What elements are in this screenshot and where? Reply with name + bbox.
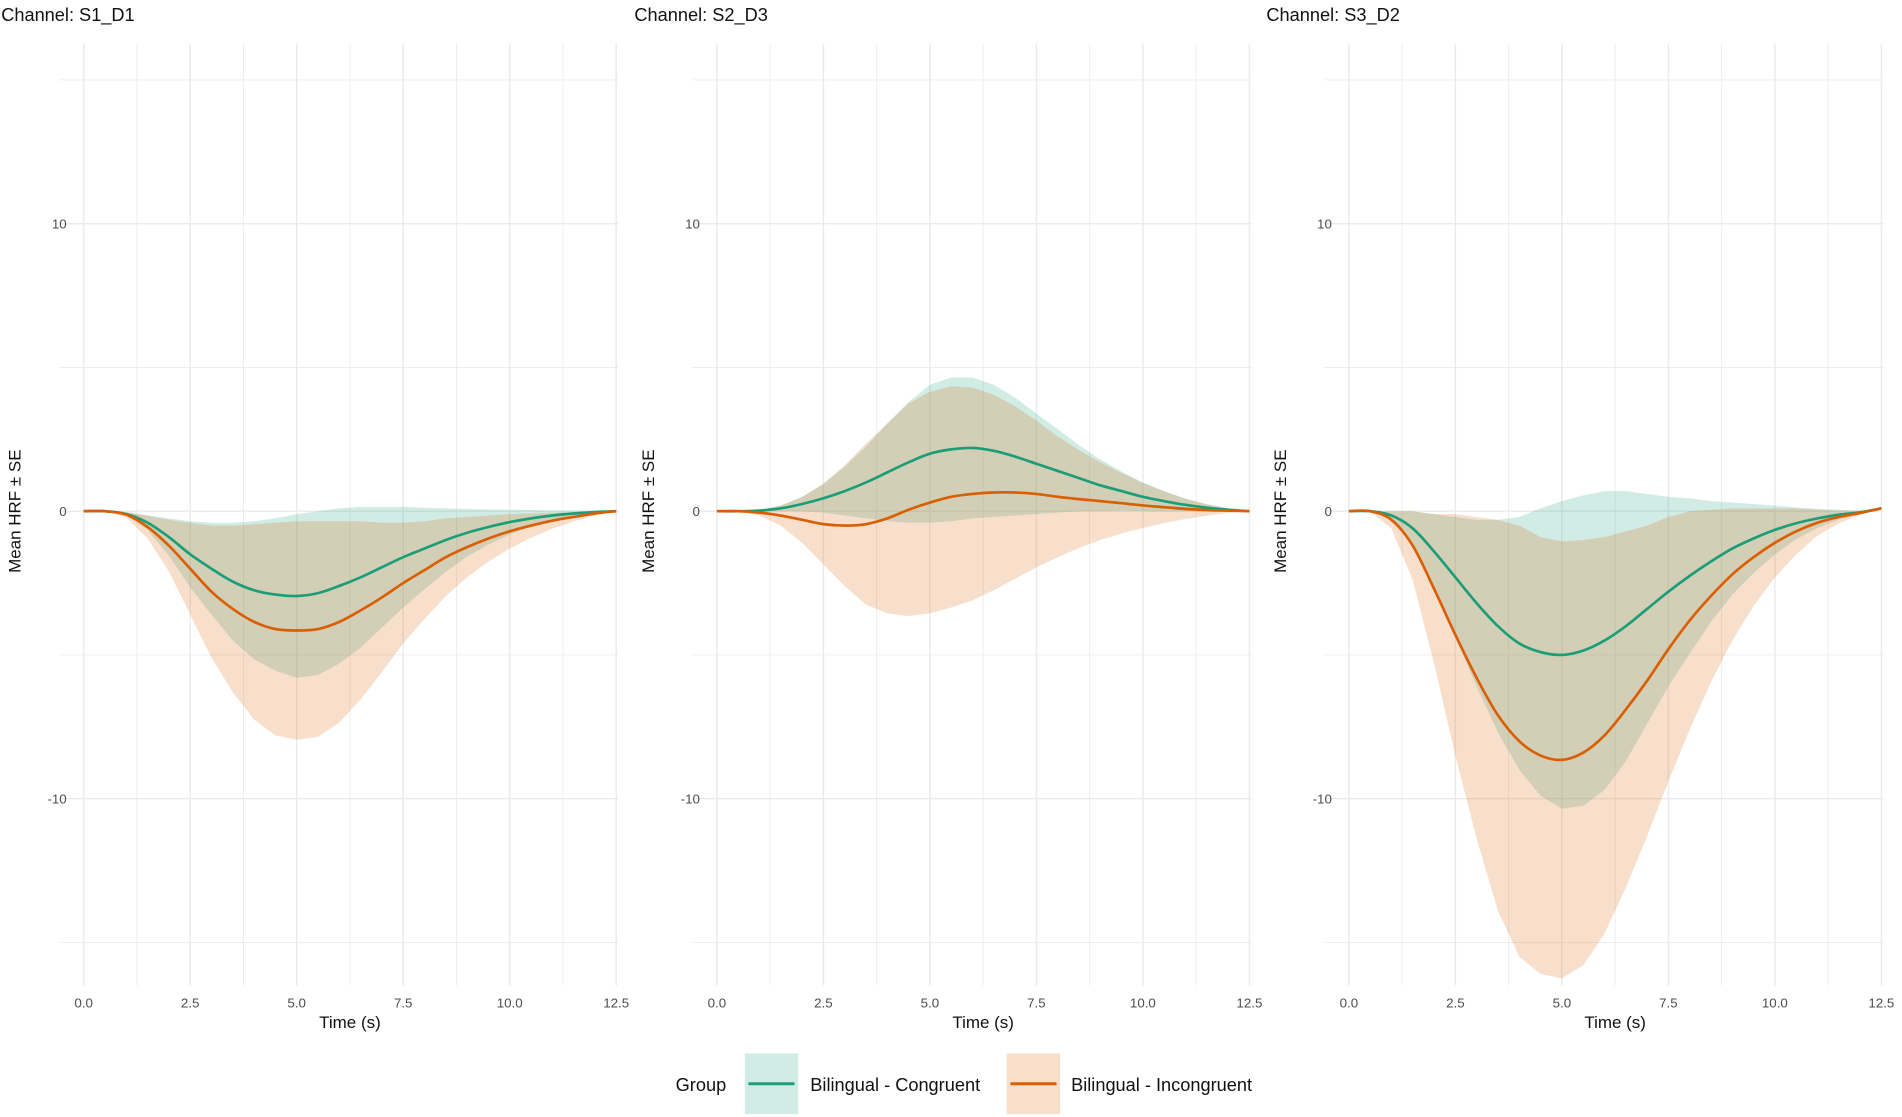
panel-title: Channel: S2_D3 — [634, 5, 767, 26]
y-tick-label: 10 — [52, 217, 67, 232]
x-tick-label: 5.0 — [1553, 995, 1572, 1010]
legend: Group Bilingual - Congruent Bilingual - … — [676, 1053, 1252, 1115]
x-axis-label: Time (s) — [1584, 1013, 1646, 1032]
x-tick-label: 2.5 — [814, 995, 833, 1010]
y-tick-label: 10 — [1317, 217, 1332, 232]
mean-line-congruent — [83, 509, 617, 598]
y-axis-label: Mean HRF ± SE — [6, 449, 25, 572]
x-axis-label: Time (s) — [319, 1013, 381, 1032]
se-ribbon-incongruent — [716, 386, 1250, 617]
x-tick-label: 5.0 — [921, 995, 940, 1010]
x-tick-label: 7.5 — [1659, 995, 1678, 1010]
x-tick-label: 2.5 — [181, 995, 200, 1010]
mean-line-incongruent — [1348, 507, 1882, 762]
x-tick-label: 12.5 — [1868, 995, 1894, 1010]
legend-title: Group — [676, 1075, 727, 1095]
y-tick-label: -10 — [1313, 792, 1332, 807]
panel-title: Channel: S3_D2 — [1266, 5, 1399, 26]
panel-1: Channel: S1_D1 -10 0 10 0.0 2.5 5.0 7.5 10.0 12.5… — [1, 5, 629, 1032]
y-axis-label: Mean HRF ± SE — [639, 449, 658, 572]
mean-line-congruent — [716, 446, 1250, 513]
se-ribbon-incongruent — [83, 511, 617, 740]
x-tick-label: 0.0 — [1340, 995, 1359, 1010]
mean-line-incongruent — [716, 490, 1250, 527]
panel-title: Channel: S1_D1 — [1, 5, 134, 26]
x-tick-label: 12.5 — [1236, 995, 1262, 1010]
y-axis-label: Mean HRF ± SE — [1271, 449, 1290, 572]
y-tick-label: 0 — [1324, 504, 1331, 519]
panel-3: Channel: S3_D2 -10 0 10 0.0 2.5 5.0 7.5 10.0 12.5… — [1266, 5, 1894, 1032]
x-tick-label: 5.0 — [287, 995, 306, 1010]
x-tick-label: 10.0 — [1130, 995, 1156, 1010]
x-tick-label: 0.0 — [74, 995, 93, 1010]
x-tick-label: 12.5 — [603, 995, 629, 1010]
panel-2: Channel: S2_D3 -10 0 10 0.0 2.5 5.0 7.5 10.0 12.5… — [634, 5, 1262, 1032]
mean-line-incongruent — [83, 509, 617, 632]
y-tick-label: 0 — [59, 504, 66, 519]
legend-label-incongruent: Bilingual - Incongruent — [1071, 1075, 1252, 1095]
y-tick-label: 10 — [685, 217, 700, 232]
x-tick-label: 10.0 — [1762, 995, 1788, 1010]
se-ribbon-congruent — [83, 506, 617, 678]
mean-line-congruent — [1348, 507, 1882, 657]
x-tick-label: 7.5 — [394, 995, 413, 1010]
x-axis-label: Time (s) — [952, 1013, 1014, 1032]
x-tick-label: 2.5 — [1446, 995, 1465, 1010]
x-tick-label: 7.5 — [1027, 995, 1046, 1010]
y-tick-label: -10 — [681, 792, 700, 807]
y-tick-label: 0 — [692, 504, 699, 519]
se-ribbon-incongruent — [1348, 508, 1882, 979]
x-tick-label: 10.0 — [497, 995, 523, 1010]
y-tick-label: -10 — [47, 792, 66, 807]
legend-label-congruent: Bilingual - Congruent — [810, 1075, 980, 1095]
x-tick-label: 0.0 — [708, 995, 727, 1010]
se-ribbon-congruent — [1348, 491, 1882, 809]
